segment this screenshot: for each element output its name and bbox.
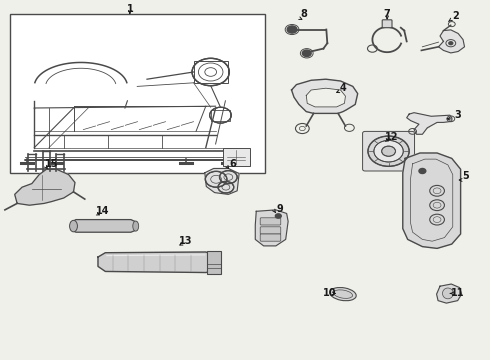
Text: 7: 7 — [384, 9, 391, 19]
Bar — [211, 110, 230, 121]
Polygon shape — [205, 168, 239, 194]
Ellipse shape — [442, 288, 453, 299]
FancyBboxPatch shape — [260, 234, 281, 241]
FancyBboxPatch shape — [260, 227, 281, 234]
Bar — [223, 148, 250, 166]
Text: 9: 9 — [277, 204, 284, 214]
FancyBboxPatch shape — [382, 20, 392, 28]
Polygon shape — [407, 113, 452, 134]
Circle shape — [449, 42, 453, 45]
Circle shape — [368, 136, 409, 166]
Polygon shape — [292, 79, 358, 113]
Polygon shape — [71, 220, 137, 232]
Ellipse shape — [70, 220, 77, 232]
Polygon shape — [306, 88, 345, 107]
Polygon shape — [437, 284, 462, 303]
Bar — [207, 251, 220, 274]
Circle shape — [374, 140, 403, 162]
Text: 8: 8 — [300, 9, 307, 19]
Text: 15: 15 — [45, 159, 58, 169]
Text: 3: 3 — [455, 110, 462, 120]
Circle shape — [382, 146, 395, 156]
Text: 6: 6 — [229, 159, 236, 169]
Text: 2: 2 — [452, 11, 459, 21]
Text: 5: 5 — [462, 171, 469, 181]
Text: 10: 10 — [322, 288, 336, 298]
FancyBboxPatch shape — [363, 131, 415, 171]
Circle shape — [419, 168, 426, 174]
Polygon shape — [98, 252, 218, 273]
Ellipse shape — [330, 288, 356, 301]
Circle shape — [275, 214, 281, 218]
Polygon shape — [439, 30, 465, 53]
FancyBboxPatch shape — [260, 218, 281, 225]
Polygon shape — [255, 210, 288, 246]
Bar — [10, 14, 265, 173]
Ellipse shape — [133, 221, 139, 231]
Circle shape — [302, 50, 311, 57]
Text: 1: 1 — [126, 4, 133, 14]
Text: 11: 11 — [451, 288, 465, 298]
Text: 14: 14 — [96, 206, 110, 216]
Polygon shape — [403, 153, 461, 248]
Circle shape — [287, 26, 297, 33]
Circle shape — [382, 146, 395, 156]
Polygon shape — [15, 169, 75, 205]
Bar — [194, 61, 228, 83]
Circle shape — [368, 136, 409, 166]
Text: 4: 4 — [340, 83, 346, 93]
Circle shape — [374, 140, 403, 162]
Text: 12: 12 — [385, 132, 399, 142]
Text: 13: 13 — [178, 236, 192, 246]
Ellipse shape — [333, 290, 353, 298]
